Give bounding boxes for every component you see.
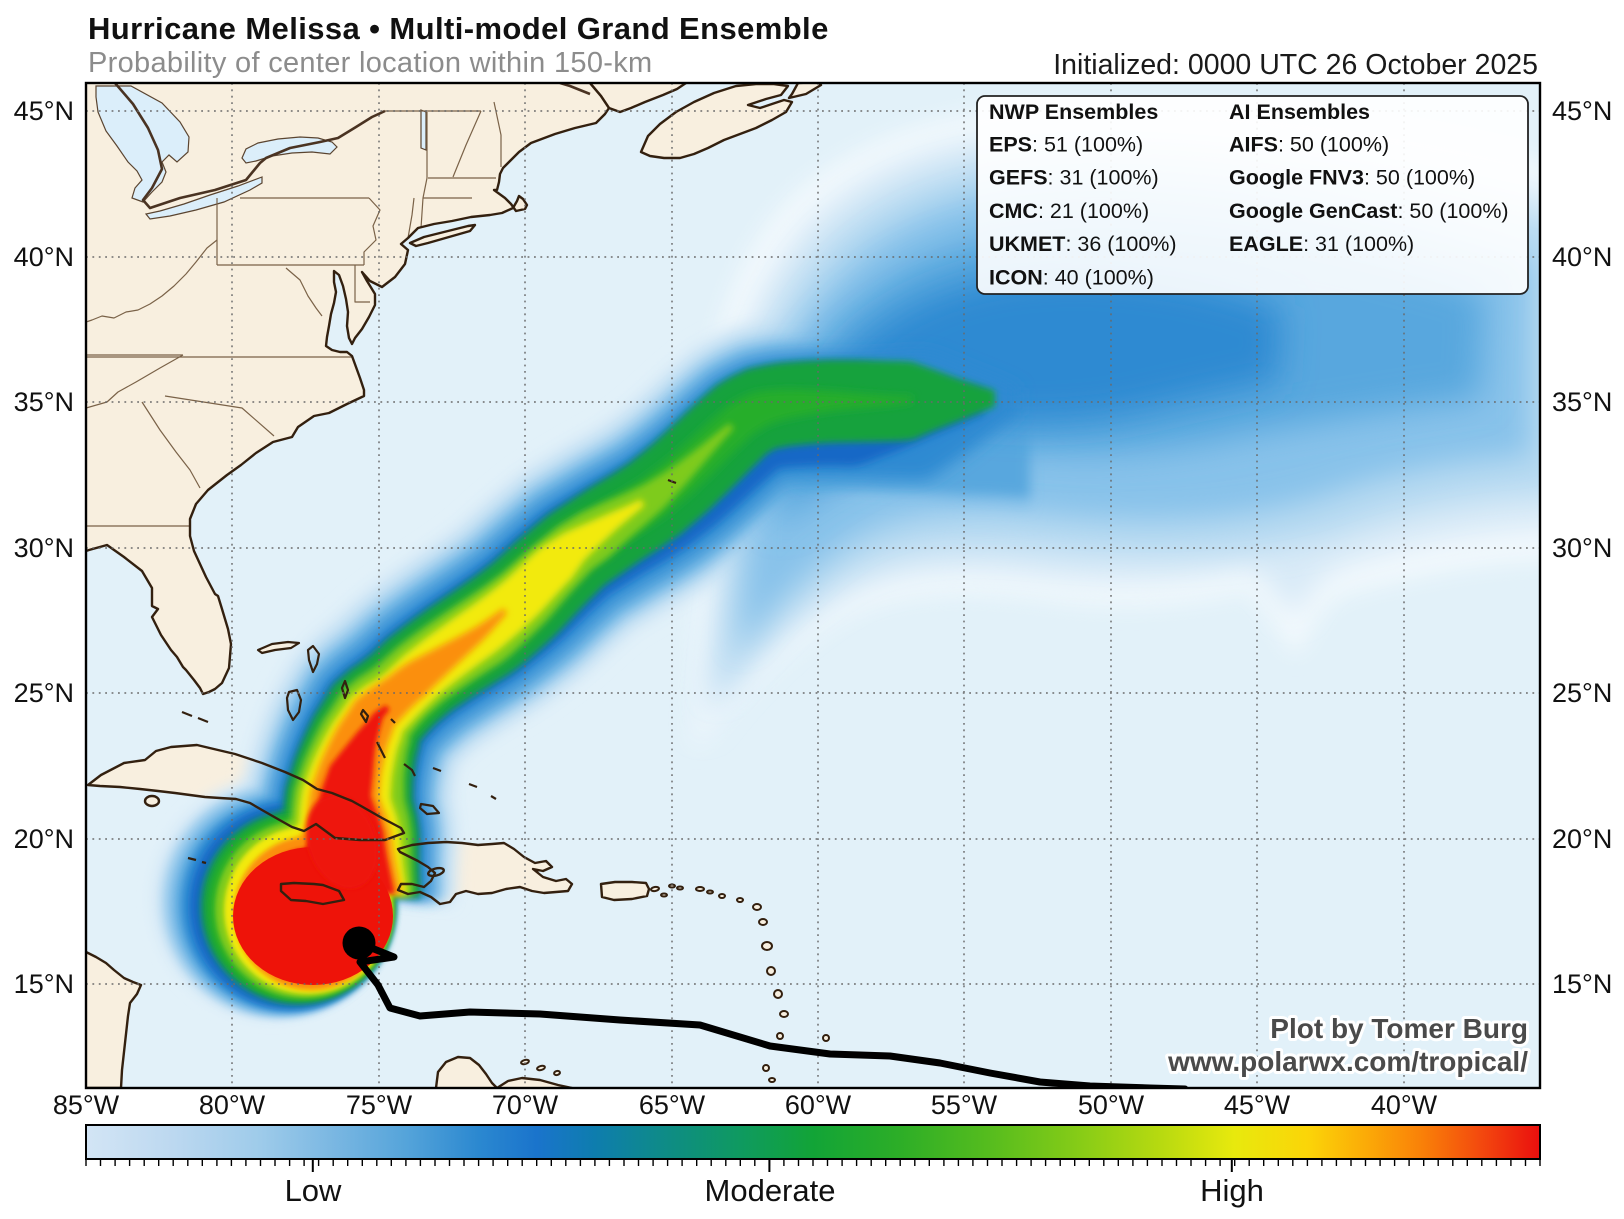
svg-text:Plot by Tomer Burg: Plot by Tomer Burg: [1270, 1013, 1528, 1044]
svg-text:65°W: 65°W: [639, 1090, 706, 1120]
svg-text:ICON: 40 (100%): ICON: 40 (100%): [989, 265, 1154, 289]
svg-text:Hurricane Melissa • Multi-mode: Hurricane Melissa • Multi-model Grand En…: [88, 11, 829, 46]
svg-text:20°N: 20°N: [1552, 824, 1612, 854]
svg-text:85°W: 85°W: [53, 1090, 120, 1120]
svg-text:15°N: 15°N: [14, 969, 74, 999]
svg-text:UKMET: 36 (100%): UKMET: 36 (100%): [989, 232, 1177, 256]
svg-text:75°W: 75°W: [346, 1090, 413, 1120]
svg-text:EPS: 51 (100%): EPS: 51 (100%): [989, 133, 1143, 157]
svg-text:35°N: 35°N: [14, 387, 74, 417]
svg-text:Google FNV3: 50 (100%): Google FNV3: 50 (100%): [1229, 166, 1475, 190]
svg-text:AIFS: 50 (100%): AIFS: 50 (100%): [1229, 133, 1389, 157]
svg-text:15°N: 15°N: [1552, 969, 1612, 999]
svg-text:25°N: 25°N: [1552, 678, 1612, 708]
svg-text:CMC: 21 (100%): CMC: 21 (100%): [989, 199, 1149, 223]
svg-text:AI Ensembles: AI Ensembles: [1229, 100, 1370, 124]
svg-text:Low: Low: [285, 1173, 342, 1208]
svg-text:30°N: 30°N: [1552, 533, 1612, 563]
svg-text:70°W: 70°W: [492, 1090, 559, 1120]
svg-text:45°W: 45°W: [1224, 1090, 1291, 1120]
svg-text:Initialized: 0000 UTC 26 Octob: Initialized: 0000 UTC 26 October 2025: [1053, 49, 1538, 81]
svg-text:EAGLE: 31 (100%): EAGLE: 31 (100%): [1229, 232, 1414, 256]
svg-text:NWP Ensembles: NWP Ensembles: [989, 100, 1158, 124]
svg-text:GEFS: 31 (100%): GEFS: 31 (100%): [989, 166, 1159, 190]
svg-text:45°N: 45°N: [14, 96, 74, 126]
svg-text:40°W: 40°W: [1371, 1090, 1438, 1120]
svg-text:Google GenCast: 50 (100%): Google GenCast: 50 (100%): [1229, 199, 1509, 223]
svg-text:35°N: 35°N: [1552, 387, 1612, 417]
svg-text:www.polarwx.com/tropical/: www.polarwx.com/tropical/: [1167, 1046, 1528, 1077]
svg-text:80°W: 80°W: [199, 1090, 266, 1120]
svg-text:Probability of center location: Probability of center location within 15…: [88, 47, 652, 79]
svg-text:40°N: 40°N: [1552, 242, 1612, 272]
svg-text:30°N: 30°N: [14, 533, 74, 563]
svg-text:Moderate: Moderate: [705, 1173, 836, 1208]
svg-text:20°N: 20°N: [14, 824, 74, 854]
svg-text:60°W: 60°W: [785, 1090, 852, 1120]
svg-text:High: High: [1200, 1173, 1264, 1208]
svg-text:55°W: 55°W: [931, 1090, 998, 1120]
svg-text:45°N: 45°N: [1552, 96, 1612, 126]
svg-text:40°N: 40°N: [14, 242, 74, 272]
svg-text:25°N: 25°N: [14, 678, 74, 708]
svg-text:50°W: 50°W: [1078, 1090, 1145, 1120]
